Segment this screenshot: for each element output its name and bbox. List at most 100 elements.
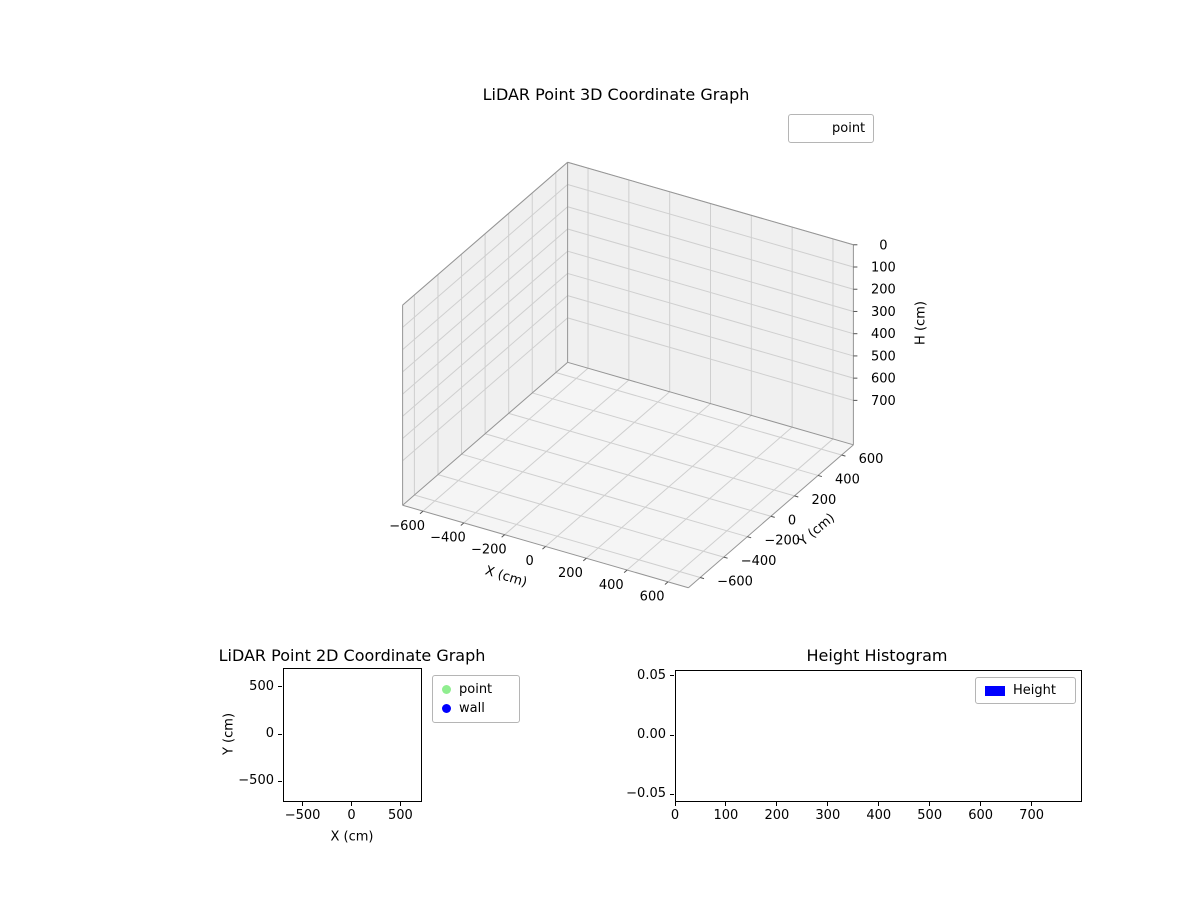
y-tick xyxy=(747,536,752,539)
edge-floor-right xyxy=(567,361,854,446)
x-tick-label: 200 xyxy=(558,566,583,581)
histogram-y-tick xyxy=(670,734,674,736)
plot2d-legend: point wall xyxy=(432,675,520,723)
empty-marker-icon xyxy=(798,124,824,134)
y-tick-label: 200 xyxy=(811,493,836,508)
histogram-x-tick-label: 0 xyxy=(670,808,680,823)
plot2d-y-tick-label: −500 xyxy=(238,773,274,789)
histogram-x-tick xyxy=(980,802,982,806)
y-tick xyxy=(841,454,846,457)
x-tick-label: 0 xyxy=(525,554,533,569)
legend-item-point: point xyxy=(433,680,519,699)
plot2d-x-tick xyxy=(399,802,401,806)
height-bar-marker-icon xyxy=(985,685,1005,696)
histogram-x-tick xyxy=(725,802,727,806)
grid-y-floor xyxy=(461,453,748,538)
grid-z-left-wall xyxy=(402,273,568,417)
histogram-x-tick xyxy=(929,802,931,806)
y-tick xyxy=(723,556,728,559)
histogram-x-tick xyxy=(878,802,880,806)
legend-label-point: point xyxy=(459,682,493,697)
histogram-x-tick-label: 600 xyxy=(968,808,994,823)
z-tick-label: 400 xyxy=(871,327,896,342)
edge-top-right xyxy=(567,161,854,246)
histogram-x-tick-label: 200 xyxy=(764,808,790,823)
histogram-x-tick-label: 100 xyxy=(713,808,739,823)
grid-y-floor xyxy=(532,392,819,476)
y-tick xyxy=(794,495,799,498)
grid-z-right-wall xyxy=(567,317,854,401)
histogram-x-tick xyxy=(827,802,829,806)
z-tick-label: 0 xyxy=(879,238,887,253)
grid-z-right-wall xyxy=(567,184,854,268)
plot2d-x-tick xyxy=(351,802,352,806)
y-tick-label: 600 xyxy=(859,452,884,467)
grid-z-left-wall xyxy=(402,184,568,328)
plot2d-y-tick xyxy=(278,733,282,735)
histogram-y-tick-label: 0.00 xyxy=(637,727,666,742)
histogram-y-tick xyxy=(670,793,674,795)
y-tick-label: −400 xyxy=(741,554,777,569)
grid-z-left-wall xyxy=(402,250,568,395)
grid-z-right-wall xyxy=(567,272,854,357)
y-tick-label: 0 xyxy=(788,513,796,528)
plot2d-y-tick-label: 500 xyxy=(249,678,274,694)
plot2d-title: LiDAR Point 2D Coordinate Graph xyxy=(218,646,486,665)
histogram-title: Height Histogram xyxy=(806,646,948,665)
grid-z-left-wall xyxy=(402,206,568,351)
histogram-x-tick xyxy=(674,802,676,806)
edge-top-left xyxy=(402,161,568,306)
plot3d-z-axis-label: H (cm) xyxy=(913,301,929,345)
histogram-x-tick-label: 300 xyxy=(815,808,841,823)
x-tick xyxy=(664,581,669,585)
y-tick xyxy=(817,474,823,478)
x-tick xyxy=(542,546,546,550)
plot2d-y-tick-label: 0 xyxy=(265,726,274,741)
grid-z-right-wall xyxy=(567,295,854,379)
plot2d-x-tick xyxy=(302,802,304,806)
plot2d-x-axis-label: X (cm) xyxy=(330,829,374,845)
z-tick-label: 200 xyxy=(871,283,896,298)
point-marker-icon xyxy=(442,685,451,694)
grid-z-right-wall xyxy=(567,206,854,290)
grid-z-left-wall xyxy=(402,317,568,462)
grid-z-right-wall xyxy=(567,228,854,312)
wall-marker-icon xyxy=(442,704,451,713)
histogram-y-tick xyxy=(670,675,674,677)
grid-z-right-wall xyxy=(567,250,854,335)
x-tick xyxy=(501,534,506,538)
plot2d-axes xyxy=(283,668,422,802)
legend-item-height: Height xyxy=(976,681,1075,700)
grid-z-left-wall xyxy=(402,295,568,439)
plot2d-y-tick xyxy=(278,686,282,688)
histogram-x-tick xyxy=(1031,802,1033,806)
y-tick-label: −200 xyxy=(764,534,800,549)
x-tick-label: −400 xyxy=(430,531,466,546)
grid-y-floor xyxy=(414,494,701,578)
histogram-x-tick-label: 700 xyxy=(1019,808,1044,823)
y-tick xyxy=(770,515,775,518)
histogram-y-tick-label: −0.05 xyxy=(626,786,666,802)
histogram-y-tick-label: 0.05 xyxy=(637,667,666,683)
plot2d-x-tick-label: 0 xyxy=(347,808,356,823)
edge-floor-left xyxy=(402,361,568,506)
histogram-x-tick-label: 500 xyxy=(917,808,943,823)
legend-item-wall: wall xyxy=(433,699,519,718)
y-tick-label: −600 xyxy=(717,575,753,590)
x-tick xyxy=(623,569,628,574)
grid-y-floor xyxy=(555,372,842,456)
x-tick-label: 400 xyxy=(599,578,624,593)
grid-z-left-wall xyxy=(402,228,568,373)
legend-label-wall: wall xyxy=(459,701,485,716)
legend-item: point xyxy=(789,119,873,138)
grid-y-floor xyxy=(437,474,724,558)
y-tick-label: 400 xyxy=(835,472,860,487)
histogram-x-tick-label: 400 xyxy=(866,808,892,823)
x-tick-label: −600 xyxy=(389,519,425,534)
x-tick-label: −200 xyxy=(471,542,507,557)
plot3d-legend: point xyxy=(788,114,874,143)
x-tick xyxy=(460,522,465,526)
z-tick-label: 100 xyxy=(871,261,896,276)
histogram-x-tick xyxy=(776,802,778,806)
